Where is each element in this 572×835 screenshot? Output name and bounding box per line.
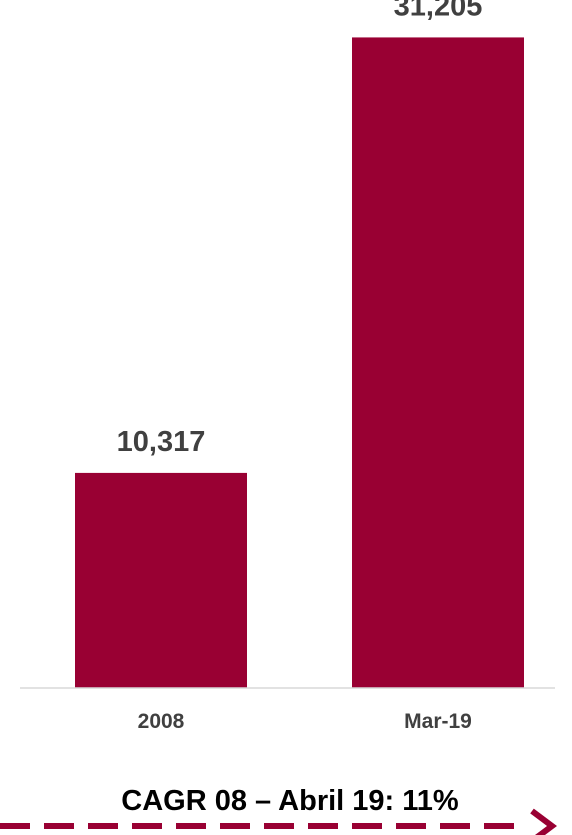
- data-label: 10,317: [117, 426, 206, 458]
- bar-2008: [75, 473, 247, 688]
- data-label: 31,205: [394, 0, 483, 22]
- x-tick-label: Mar-19: [404, 710, 472, 733]
- bars-group: [75, 37, 524, 688]
- bar-mar-19: [352, 37, 524, 688]
- cagr-annotation: CAGR 08 – Abril 19: 11%: [121, 785, 459, 817]
- cagr-arrowhead-icon: [532, 811, 552, 835]
- x-tick-label: 2008: [138, 710, 185, 733]
